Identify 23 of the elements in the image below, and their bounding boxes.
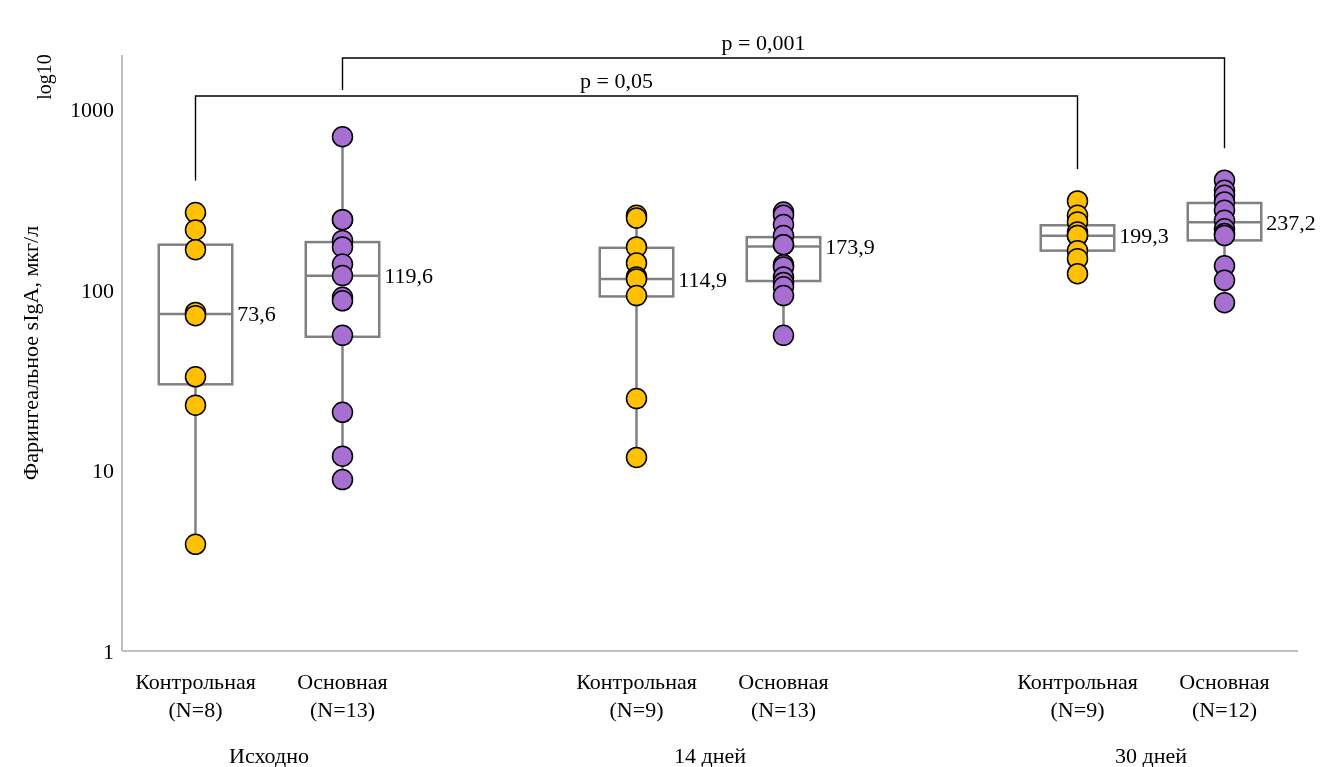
text: 73,6: [237, 301, 276, 327]
annotation: p = 0,05: [580, 68, 653, 93]
text: 199,3: [1119, 223, 1169, 249]
text: 237,2: [1266, 209, 1316, 235]
y-axis-title: Фарингеальное sIgA, мкг/л: [17, 225, 43, 481]
x-tick-label: Основная (N=12): [1179, 669, 1270, 722]
y-tick-label: 100: [81, 277, 114, 303]
text: Исходно: [229, 743, 309, 767]
text: log10: [33, 54, 56, 100]
text: 119,6: [384, 263, 433, 289]
y-tick-label: 1000: [70, 97, 114, 123]
y-tick-label: 1: [103, 638, 114, 664]
text: 30 дней: [1114, 743, 1188, 767]
y-tick-label: 10: [92, 458, 114, 484]
text: 173,9: [825, 234, 875, 260]
text: 114,9: [678, 266, 727, 292]
x-tick-label: Контрольная (N=8): [135, 669, 256, 722]
text: p = 0,001: [721, 30, 806, 55]
x-tick-label: Основная (N=13): [738, 669, 829, 722]
x-tick-label: Контрольная (N=9): [1017, 669, 1138, 722]
x-tick-label: Контрольная (N=9): [576, 669, 697, 722]
text: 14 дней: [673, 743, 747, 767]
x-tick-label: Основная (N=13): [297, 669, 388, 722]
